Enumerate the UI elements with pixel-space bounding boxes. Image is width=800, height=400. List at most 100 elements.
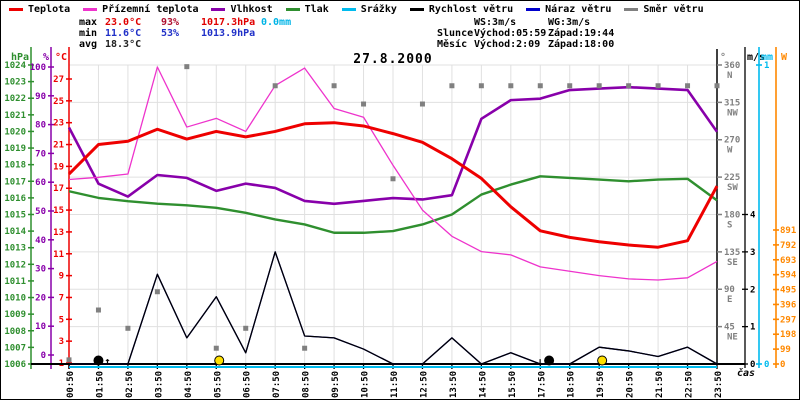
legend-item: Přízemní teplota	[83, 4, 198, 15]
svg-text:1015: 1015	[4, 210, 26, 220]
svg-text:90: 90	[724, 285, 735, 295]
svg-text:19: 19	[53, 162, 64, 172]
svg-text:270: 270	[724, 136, 740, 146]
legend-label: Tlak	[304, 4, 329, 15]
svg-text:S: S	[727, 220, 732, 230]
svg-text:20:50: 20:50	[626, 371, 636, 398]
wind-direction-point	[567, 83, 573, 89]
svg-text:↑: ↑	[104, 355, 111, 368]
svg-text:891: 891	[780, 226, 796, 236]
series-rychlost-v-tru	[69, 251, 718, 365]
svg-text:°: °	[720, 52, 726, 63]
stats-value: 23.0°C	[105, 17, 142, 28]
wind-direction-point	[390, 176, 396, 182]
svg-text:1: 1	[750, 323, 755, 333]
sun-moon-info: Západ:18:00	[548, 39, 615, 50]
sun-moon-info: Měsíc	[437, 39, 468, 50]
svg-text:3: 3	[59, 337, 64, 347]
legend-label: Vlhkost	[230, 4, 273, 15]
sun-moon-info: WG:3m/s	[548, 17, 591, 28]
svg-text:27: 27	[53, 75, 64, 85]
stats-row: avg 18.3°C Měsíc Východ:2:09 Západ:18:00	[1, 39, 799, 50]
svg-text:99: 99	[780, 345, 791, 355]
svg-text:792: 792	[780, 241, 796, 251]
wind-direction-point	[714, 83, 720, 89]
svg-text:1023: 1023	[4, 78, 26, 88]
legend-line-swatch	[409, 8, 424, 11]
legend-item: Teplota	[9, 4, 70, 15]
series-vlhkost	[67, 85, 719, 206]
svg-text:10: 10	[35, 322, 46, 332]
svg-text:N: N	[727, 71, 732, 81]
wind-direction-point	[272, 83, 278, 89]
svg-text:SW: SW	[727, 183, 738, 193]
svg-text:W: W	[727, 146, 733, 156]
stats-value: 1013.9hPa	[201, 28, 256, 39]
moon-set-marker	[544, 355, 555, 366]
sun-moon-info: WS:3m/s	[474, 17, 517, 28]
svg-text:hPa: hPa	[11, 52, 29, 63]
wind-direction-point	[478, 83, 484, 89]
stats-value: 18.3°C	[105, 39, 142, 50]
sun-moon-info: Západ:19:44	[548, 28, 615, 39]
svg-text:9: 9	[59, 272, 64, 282]
svg-text:20: 20	[35, 293, 46, 303]
svg-text:15:50: 15:50	[508, 371, 518, 398]
svg-text:22:50: 22:50	[685, 371, 695, 398]
left-axes: hPa1024102310221021102010191018101710161…	[4, 47, 72, 370]
svg-text:198: 198	[780, 330, 796, 340]
svg-text:m/s: m/s	[747, 52, 765, 63]
stats-row-label: min	[79, 28, 98, 39]
wind-direction-point	[449, 83, 455, 89]
legend: Teplota Přízemní teplota Vlhkost Tlak Srážky…	[9, 4, 704, 15]
svg-text:50: 50	[35, 207, 46, 217]
wind-direction-point	[626, 83, 632, 89]
wind-direction-point	[243, 325, 249, 331]
wind-direction-point	[213, 345, 219, 351]
svg-text:1016: 1016	[4, 194, 26, 204]
wind-direction-point	[537, 83, 543, 89]
svg-text:80: 80	[35, 121, 46, 131]
legend-label: Srážky	[360, 4, 397, 15]
svg-text:E: E	[727, 295, 732, 305]
chart-title: 27.8.2000	[353, 52, 433, 67]
legend-item: Tlak	[285, 4, 329, 15]
svg-text:SE: SE	[727, 258, 738, 268]
svg-text:01:50: 01:50	[95, 371, 105, 398]
svg-text:315: 315	[724, 98, 740, 108]
svg-text:21: 21	[53, 141, 64, 151]
svg-text:1012: 1012	[4, 260, 26, 270]
svg-text:00:50: 00:50	[66, 371, 76, 398]
wind-direction-point	[154, 289, 160, 295]
legend-item: Srážky	[341, 4, 397, 15]
legend-item: Rychlost větru	[409, 4, 513, 15]
svg-text:7: 7	[59, 293, 64, 303]
svg-text:594: 594	[780, 271, 797, 281]
svg-text:396: 396	[780, 300, 796, 310]
svg-text:1014: 1014	[4, 227, 26, 237]
wind-direction-point	[184, 64, 190, 70]
stats-row-label: max	[79, 17, 98, 28]
svg-text:14:50: 14:50	[478, 371, 488, 398]
svg-text:15: 15	[53, 206, 64, 216]
svg-text:13:50: 13:50	[449, 371, 459, 398]
svg-text:60: 60	[35, 178, 46, 188]
legend-line-swatch	[624, 8, 639, 11]
svg-text:225: 225	[724, 173, 740, 183]
svg-text:17:50: 17:50	[537, 371, 547, 398]
svg-text:0: 0	[41, 351, 46, 361]
svg-text:W: W	[781, 52, 788, 63]
svg-text:30: 30	[35, 265, 46, 275]
stats-value: 53%	[161, 28, 180, 39]
svg-text:09:50: 09:50	[331, 371, 341, 398]
grid-lines	[68, 64, 718, 364]
svg-text:11:50: 11:50	[390, 371, 400, 398]
wind-direction-point	[95, 307, 101, 313]
svg-text:23: 23	[53, 119, 64, 129]
moon-rise-marker	[93, 355, 104, 366]
wind-direction-point	[508, 83, 514, 89]
svg-text:360: 360	[724, 61, 740, 71]
right-axes: °360N315NW270W225SW180S135SE90E45NEm/s43…	[716, 47, 797, 370]
svg-text:70: 70	[35, 149, 46, 159]
